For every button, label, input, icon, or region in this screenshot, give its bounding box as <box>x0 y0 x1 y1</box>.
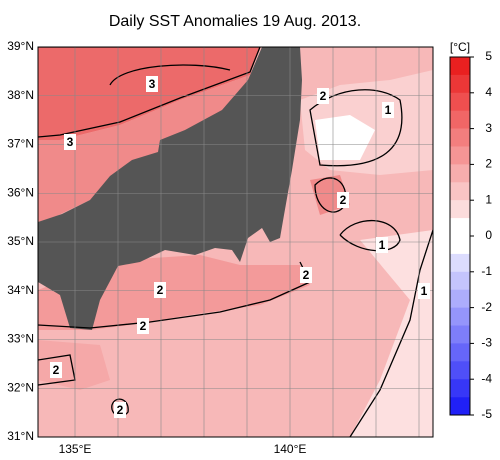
lat-label: 39°N <box>7 39 34 53</box>
warm-region <box>38 47 260 140</box>
colorbar-band <box>450 92 470 111</box>
colorbar-tick-label: 1 <box>485 192 492 206</box>
contour-label-bg <box>382 102 394 118</box>
neutral-region <box>315 115 375 160</box>
contour-label: 3 <box>149 77 156 91</box>
contour-label-bg <box>114 402 126 418</box>
contour-label: 2 <box>303 268 310 282</box>
contour-label-bg <box>337 192 349 208</box>
colorbar-band <box>450 57 470 76</box>
lon-label: 135°E <box>59 442 92 456</box>
mild-region <box>350 230 433 437</box>
colorbar-band <box>450 343 470 362</box>
lat-label: 35°N <box>7 234 34 248</box>
colorbar-tick-label: 3 <box>485 121 492 135</box>
lat-label: 37°N <box>7 137 34 151</box>
colorbar-tick-label: 4 <box>485 85 492 99</box>
contour-label-bg <box>146 76 158 92</box>
colorbar-band <box>450 325 470 344</box>
colorbar-band <box>450 253 470 273</box>
contour-label-bg <box>317 88 329 104</box>
colorbar-unit: [°C] <box>450 40 470 54</box>
lat-label: 36°N <box>7 185 34 199</box>
contour-label-bg <box>376 237 388 253</box>
colorbar-tick-label: -5 <box>481 407 492 421</box>
colorbar-tick-label: 5 <box>485 49 492 63</box>
contour-label: 1 <box>385 103 392 117</box>
contour-label: 2 <box>53 363 60 377</box>
contour-label-bg <box>50 362 62 378</box>
graticule <box>38 47 433 437</box>
colorbar-band <box>450 146 470 165</box>
colorbar-tick-label: -2 <box>481 300 492 314</box>
contour-label: 1 <box>421 284 428 298</box>
contour-label-bg <box>64 134 76 150</box>
colorbar: 5 4 3 2 1 0 -1 -2 -3 -4 -5 <box>449 49 492 421</box>
contour-line <box>309 89 403 167</box>
colorbar-band <box>450 200 470 219</box>
contour-line <box>38 47 261 138</box>
colorbar-band <box>450 182 470 201</box>
colorbar-band <box>450 397 470 416</box>
colorbar-tick-label: -1 <box>481 264 492 278</box>
contour-label: 3 <box>67 135 74 149</box>
colorbar-band <box>450 74 470 94</box>
contour-label: 1 <box>379 238 386 252</box>
colorbar-tick-label: -3 <box>481 336 492 350</box>
contour-label: 2 <box>157 283 164 297</box>
contour-label: 2 <box>320 89 327 103</box>
contour-line <box>339 219 401 252</box>
warm-region <box>38 75 250 225</box>
colorbar-band <box>450 307 470 326</box>
contour-label: 2 <box>340 193 347 207</box>
contour-line <box>38 354 76 386</box>
colorbar-band <box>450 128 470 147</box>
contour-label: 2 <box>117 403 124 417</box>
colorbar-tick-label: -4 <box>481 371 492 385</box>
colorbar-band <box>450 361 470 380</box>
map-title: Daily SST Anomalies 19 Aug. 2013. <box>109 13 361 30</box>
contour-label-bg <box>154 282 166 298</box>
contour-labels: 3 3 2 1 2 1 2 2 1 2 2 2 <box>50 76 430 418</box>
lat-label: 32°N <box>7 380 34 394</box>
warm-region <box>38 340 110 390</box>
lat-label: 34°N <box>7 283 34 297</box>
contour-line <box>349 229 433 437</box>
map-frame <box>37 46 434 438</box>
colorbar-band <box>450 110 470 129</box>
map-area: 3 3 2 1 2 1 2 2 1 2 2 2 <box>38 47 433 437</box>
colorbar-band <box>450 164 470 183</box>
lat-label: 31°N <box>7 429 34 443</box>
colorbar-tick-label: 2 <box>485 157 492 171</box>
lon-label: 140°E <box>274 442 307 456</box>
colorbar-band <box>450 236 470 255</box>
contour-line <box>109 64 231 86</box>
lat-label: 38°N <box>7 88 34 102</box>
lat-label: 33°N <box>7 332 34 346</box>
contour-line <box>111 398 129 417</box>
colorbar-band <box>450 271 470 290</box>
colorbar-band <box>450 289 470 308</box>
axes: 39°N 38°N 37°N 36°N 35°N 34°N 33°N 32°N 31°N 135°… <box>7 39 306 456</box>
colorbar-band <box>450 218 470 237</box>
colorbar-band <box>450 379 470 398</box>
contour-label-bg <box>300 267 312 283</box>
contour-label: 2 <box>140 319 147 333</box>
contour-label-bg <box>137 318 149 334</box>
colorbar-tick-label: 0 <box>485 228 492 242</box>
contour-label-bg <box>418 283 430 299</box>
land <box>38 47 302 330</box>
